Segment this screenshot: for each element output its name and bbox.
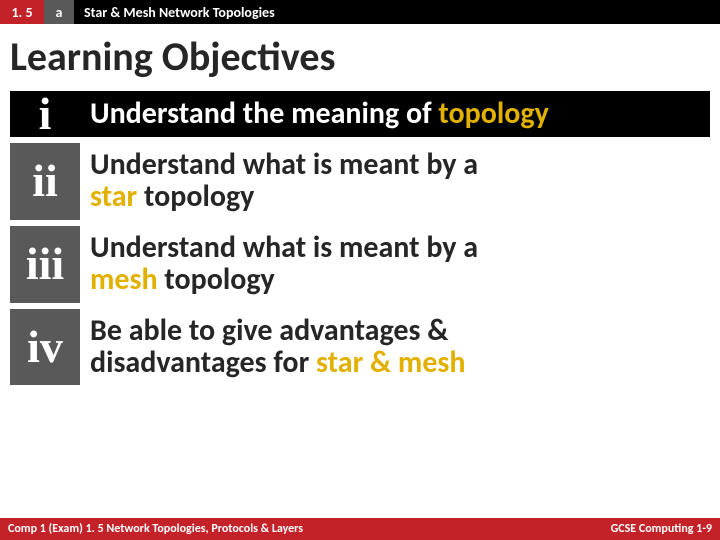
objective-row: ii Understand what is meant by a star to…: [10, 143, 710, 220]
objective-highlight: star: [90, 178, 144, 215]
objective-text: Be able to give advantages & disadvantag…: [80, 309, 640, 386]
objective-text: Understand the meaning of topology: [80, 91, 710, 137]
topbar-number: 1. 5: [0, 0, 44, 24]
objective-highlight: star & mesh: [316, 344, 466, 381]
objective-post: topology: [164, 261, 274, 298]
objectives-list: i Understand the meaning of topology ii …: [0, 91, 720, 385]
footer: Comp 1 (Exam) 1. 5 Network Topologies, P…: [0, 518, 720, 540]
topbar-letter: a: [44, 0, 74, 24]
objective-post: topology: [144, 178, 254, 215]
objective-highlight: mesh: [90, 261, 164, 298]
objective-roman: ii: [10, 143, 80, 220]
objective-row: i Understand the meaning of topology: [10, 91, 710, 137]
objective-roman: i: [10, 91, 80, 137]
footer-left: Comp 1 (Exam) 1. 5 Network Topologies, P…: [8, 522, 303, 536]
objective-row: iii Understand what is meant by a mesh t…: [10, 226, 710, 303]
objective-text: Understand what is meant by a mesh topol…: [80, 226, 500, 303]
objective-highlight: topology: [438, 95, 548, 132]
objective-roman: iii: [10, 226, 80, 303]
topbar: 1. 5 a Star & Mesh Network Topologies: [0, 0, 720, 24]
topbar-title: Star & Mesh Network Topologies: [74, 0, 720, 24]
objective-row: iv Be able to give advantages & disadvan…: [10, 309, 710, 386]
objective-roman: iv: [10, 309, 80, 386]
page-heading: Learning Objectives: [0, 24, 720, 91]
footer-right: GCSE Computing 1-9: [611, 522, 712, 536]
objective-pre: Understand the meaning of: [90, 95, 438, 132]
objective-text: Understand what is meant by a star topol…: [80, 143, 500, 220]
